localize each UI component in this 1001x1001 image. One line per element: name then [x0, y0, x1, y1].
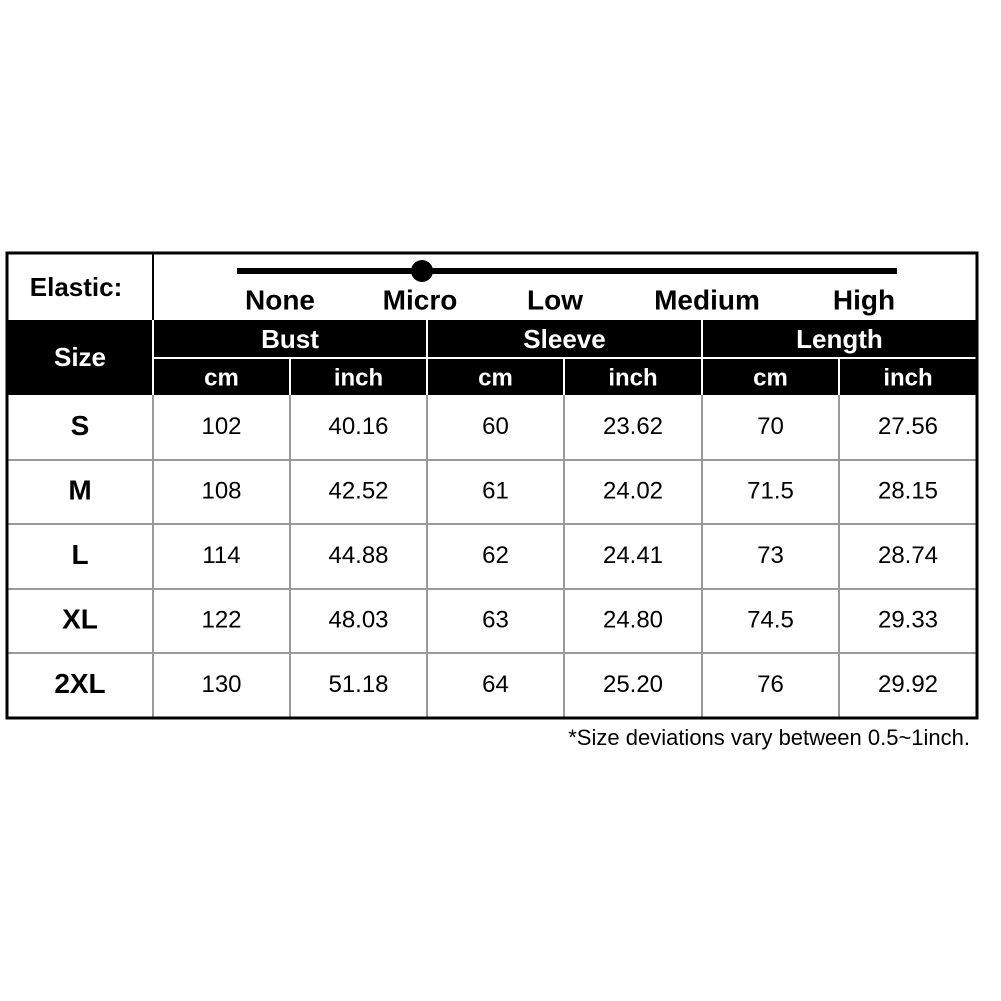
size-label: S [71, 410, 90, 441]
cell-value: 130 [201, 671, 241, 698]
size-label: L [71, 539, 88, 570]
cell-value: 73 [757, 542, 784, 569]
footnote: *Size deviations vary between 0.5~1inch. [568, 725, 970, 750]
cell-value: 29.92 [878, 671, 938, 698]
elastic-marker [411, 260, 433, 282]
unit-header: inch [334, 364, 383, 391]
group-header: Sleeve [523, 324, 605, 354]
cell-value: 70 [757, 413, 784, 440]
cell-value: 76 [757, 671, 784, 698]
elastic-level: None [245, 284, 315, 315]
cell-value: 25.20 [603, 671, 663, 698]
cell-value: 71.5 [747, 477, 794, 504]
elastic-level: High [833, 284, 895, 315]
cell-value: 102 [201, 413, 241, 440]
cell-value: 64 [482, 671, 509, 698]
unit-header: inch [608, 364, 657, 391]
cell-value: 51.18 [328, 671, 388, 698]
elastic-level: Micro [383, 284, 458, 315]
group-header: Bust [261, 324, 319, 354]
size-label: 2XL [54, 668, 105, 699]
unit-header: cm [204, 364, 239, 391]
cell-value: 40.16 [328, 413, 388, 440]
unit-header: inch [883, 364, 932, 391]
elastic-level: Low [527, 284, 583, 315]
cell-value: 114 [202, 542, 240, 569]
cell-value: 122 [201, 606, 241, 633]
cell-value: 63 [482, 606, 509, 633]
cell-value: 108 [201, 477, 241, 504]
elastic-level: Medium [654, 284, 760, 315]
unit-header: cm [478, 364, 513, 391]
cell-value: 23.62 [603, 413, 663, 440]
size-label: M [68, 474, 91, 505]
size-header: Size [54, 342, 106, 372]
unit-header: cm [753, 364, 788, 391]
cell-value: 24.41 [603, 542, 663, 569]
cell-value: 27.56 [878, 413, 938, 440]
cell-value: 48.03 [328, 606, 388, 633]
cell-value: 60 [482, 413, 509, 440]
cell-value: 61 [482, 477, 509, 504]
cell-value: 28.74 [878, 542, 938, 569]
cell-value: 24.80 [603, 606, 663, 633]
group-header: Length [796, 324, 883, 354]
size-label: XL [62, 603, 98, 634]
cell-value: 28.15 [878, 477, 938, 504]
cell-value: 74.5 [747, 606, 794, 633]
table-border [5, 251, 979, 720]
cell-value: 29.33 [878, 606, 938, 633]
cell-value: 44.88 [328, 542, 388, 569]
cell-value: 42.52 [328, 477, 388, 504]
cell-value: 24.02 [603, 477, 663, 504]
cell-value: 62 [482, 542, 509, 569]
elastic-label: Elastic: [30, 272, 123, 302]
